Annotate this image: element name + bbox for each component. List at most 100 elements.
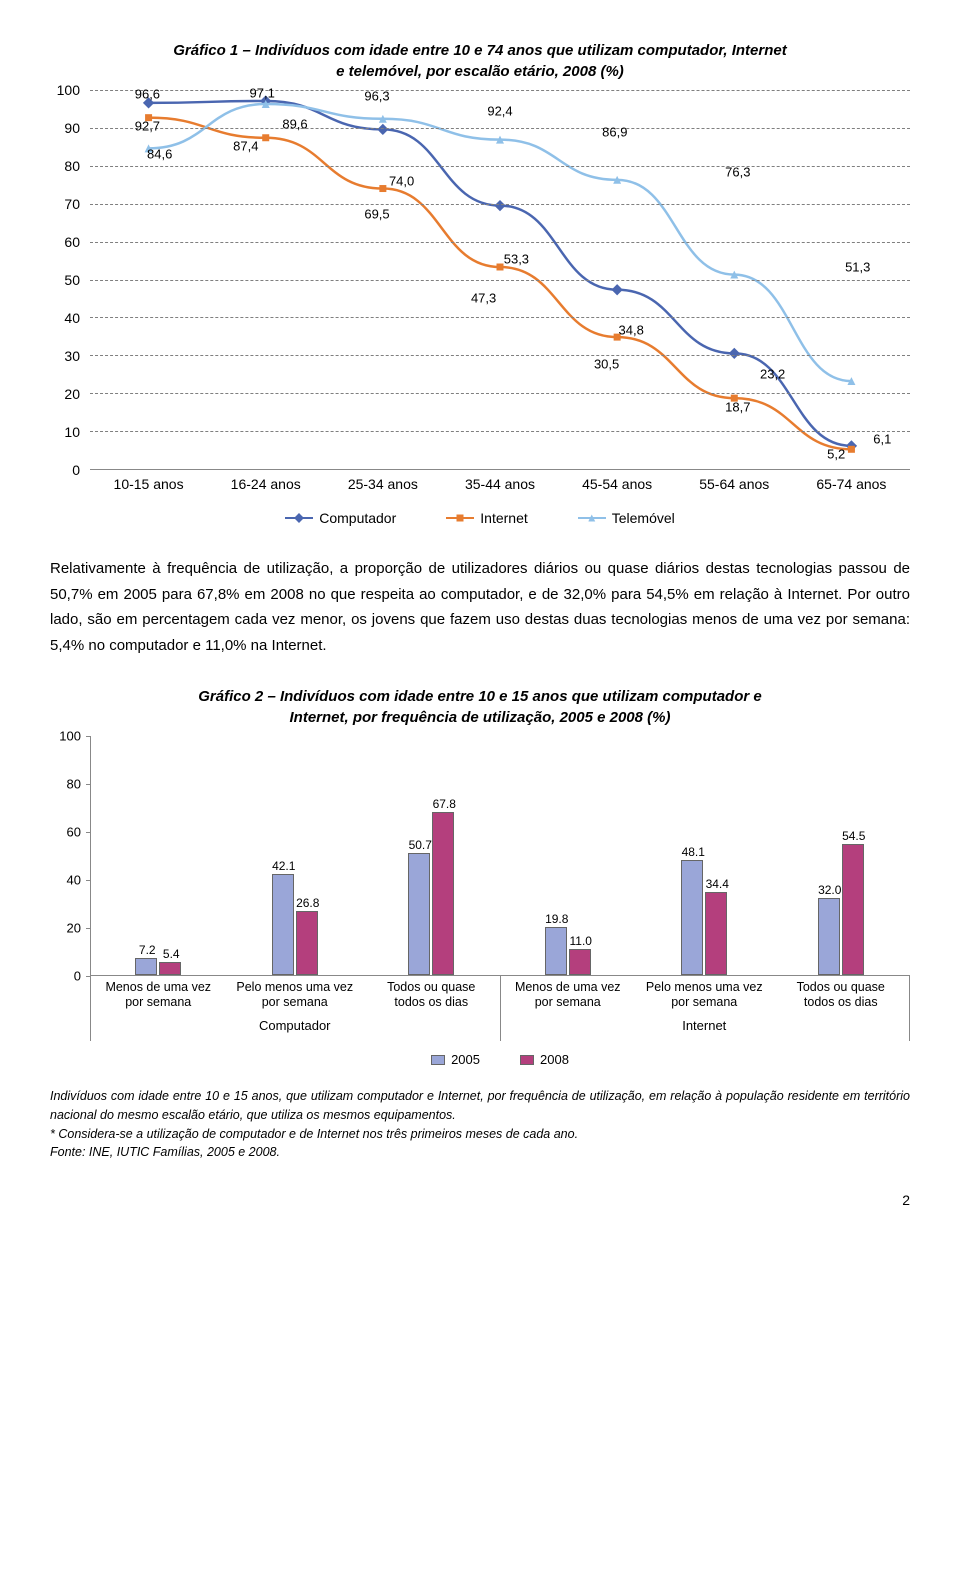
chart1-value-label: 76,3 (725, 165, 750, 180)
chart1-y-tick: 20 (64, 386, 80, 402)
chart1-value-label: 96,3 (364, 89, 389, 104)
chart2-legend-item: 2005 (431, 1052, 480, 1067)
chart2-bar-2008 (842, 844, 864, 975)
chart1-legend-line (578, 517, 606, 519)
footnote: Indivíduos com idade entre 10 e 15 anos,… (50, 1087, 910, 1162)
chart2-x-cat: Todos ou quase todos os dias (781, 980, 901, 1010)
chart1-value-label: 89,6 (282, 116, 307, 131)
chart1-value-label: 69,5 (364, 206, 389, 221)
chart2-bar-2008 (432, 812, 454, 975)
chart2-bar-label: 19.8 (545, 912, 568, 926)
chart2-x-group: Internet (524, 1018, 884, 1033)
chart1-legend: ComputadorInternetTelemóvel (50, 510, 910, 526)
chart1-marker (494, 200, 505, 211)
chart1-value-label: 5,2 (827, 447, 845, 462)
chart1-gridline (90, 280, 910, 281)
chart1-legend-item: Internet (446, 510, 527, 526)
chart2-bar-label: 11.0 (570, 934, 592, 948)
chart2-x-labels: Menos de uma vez por semana Pelo menos um… (90, 976, 910, 1046)
chart1-legend-marker (588, 515, 595, 522)
chart1-value-label: 47,3 (471, 291, 496, 306)
chart2-x-cat: Pelo menos uma vez por semana (644, 980, 764, 1010)
chart1-plot: 96,692,784,697,187,496,389,674,069,592,4… (90, 90, 910, 470)
chart2-bar-group (272, 874, 318, 975)
chart1-legend-item: Computador (285, 510, 396, 526)
chart2-bar-2005 (681, 860, 703, 975)
chart2-y-tick-mark (86, 928, 91, 929)
chart1-legend-line (285, 517, 313, 519)
chart2-bar-label: 5.4 (163, 947, 180, 961)
chart2-x-group: Computador (115, 1018, 475, 1033)
chart1-value-label: 92,4 (487, 103, 512, 118)
chart1-x-label: 55-64 anos (676, 476, 793, 492)
chart2-bar-2008 (296, 911, 318, 975)
chart1-y-tick: 10 (64, 424, 80, 440)
chart2-legend: 2005 2008 (90, 1052, 910, 1067)
chart1-legend-marker (294, 513, 304, 523)
chart2-y-tick-mark (86, 832, 91, 833)
chart1-gridline (90, 90, 910, 91)
chart1-gridline (90, 204, 910, 205)
chart2-x-separator (909, 976, 910, 1041)
chart2-bar-label: 7.2 (139, 943, 156, 957)
chart2-bar-label: 67.8 (433, 797, 456, 811)
chart2-bar-group (818, 844, 864, 975)
page-number: 2 (50, 1192, 910, 1208)
chart1-legend-label: Computador (319, 510, 396, 526)
chart1-value-label: 97,1 (250, 86, 275, 101)
chart1-value-label: 84,6 (147, 146, 172, 161)
chart2-legend-item: 2008 (520, 1052, 569, 1067)
chart2-legend-label: 2005 (451, 1052, 480, 1067)
chart1-legend-line (446, 517, 474, 519)
chart2-x-cat: Menos de uma vez por semana (508, 980, 628, 1010)
chart1-x-label: 35-44 anos (441, 476, 558, 492)
chart1-y-axis: 0102030405060708090100 (50, 90, 85, 470)
chart2-title: Gráfico 2 – Indivíduos com idade entre 1… (50, 686, 910, 728)
chart2-y-tick-label: 60 (51, 825, 81, 840)
chart1-gridline (90, 242, 910, 243)
chart2-x-separator (90, 976, 91, 1041)
chart2-title-l1: Gráfico 2 – Indivíduos com idade entre 1… (198, 688, 761, 705)
chart1-value-label: 53,3 (504, 252, 529, 267)
chart2-y-tick-label: 0 (51, 969, 81, 984)
chart1-gridline (90, 166, 910, 167)
chart2-title-l2: Internet, por frequência de utilização, … (290, 709, 671, 726)
chart1-gridline (90, 128, 910, 129)
footnote-l3: Fonte: INE, IUTIC Famílias, 2005 e 2008. (50, 1145, 280, 1159)
chart2-bar-label: 34.4 (706, 877, 729, 891)
chart1-value-label: 51,3 (845, 260, 870, 275)
chart1-y-tick: 60 (64, 234, 80, 250)
chart2-x-cat: Todos ou quase todos os dias (371, 980, 491, 1010)
chart2-y-tick-label: 80 (51, 777, 81, 792)
chart2-bar-2005 (272, 874, 294, 975)
chart2-bar-label: 48.1 (682, 845, 705, 859)
body-paragraph: Relativamente à frequência de utilização… (50, 556, 910, 658)
chart1-value-label: 6,1 (873, 431, 891, 446)
chart2-bar-2005 (545, 927, 567, 975)
chart2-y-tick-mark (86, 784, 91, 785)
chart2-bar-label: 50.7 (409, 838, 432, 852)
chart1-x-label: 10-15 anos (90, 476, 207, 492)
chart2-y-tick-mark (86, 880, 91, 881)
chart1-gridline (90, 317, 910, 318)
chart1-area: 0102030405060708090100 96,692,784,697,18… (90, 90, 910, 492)
chart1-marker (497, 264, 504, 271)
chart2-bar-label: 26.8 (296, 896, 319, 910)
chart1-value-label: 92,7 (135, 118, 160, 133)
chart2-bar-group (408, 812, 454, 975)
chart2-bar-2005 (135, 958, 157, 975)
chart2-bar-2005 (818, 898, 840, 975)
chart1-y-tick: 90 (64, 120, 80, 136)
chart1-value-label: 34,8 (619, 322, 644, 337)
chart1-marker (848, 446, 855, 453)
chart1-value-label: 87,4 (233, 138, 258, 153)
chart1-marker (262, 134, 269, 141)
chart1-y-tick: 100 (57, 82, 80, 98)
chart2-bar-2005 (408, 853, 430, 975)
chart2-x-separator (500, 976, 501, 1041)
chart1-x-label: 45-54 anos (559, 476, 676, 492)
chart1-x-labels: 10-15 anos16-24 anos25-34 anos35-44 anos… (90, 476, 910, 492)
chart1-value-label: 30,5 (594, 357, 619, 372)
chart1-marker (377, 124, 388, 135)
chart1-y-tick: 50 (64, 272, 80, 288)
